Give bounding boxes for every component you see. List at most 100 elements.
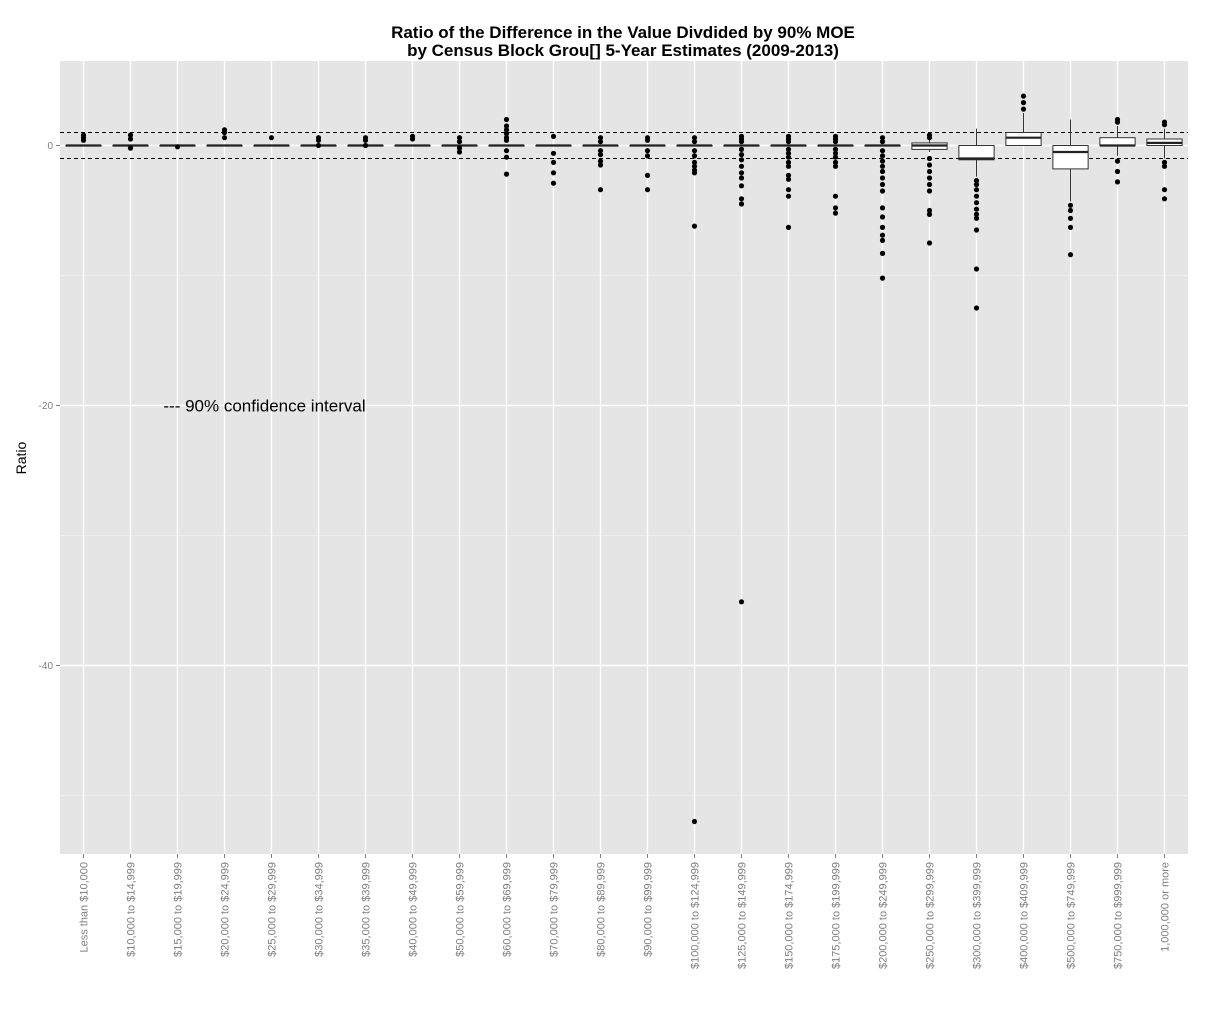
outlier-point (832, 154, 839, 160)
outlier-point (973, 193, 980, 199)
x-tick-label: $30,000 to $34,999 (314, 862, 326, 957)
outlier-point (1161, 187, 1168, 193)
outlier-point (456, 135, 463, 141)
x-tick-label: $200,000 to $249,999 (878, 862, 890, 969)
x-tick-label: 1,000,000 or more (1160, 862, 1172, 952)
outlier-point (691, 135, 698, 141)
outlier-point (738, 146, 745, 152)
x-tick-label: Less than $10,000 (79, 862, 91, 953)
outlier-point (691, 159, 698, 165)
outlier-point (550, 150, 557, 156)
x-tick-label: $15,000 to $19,999 (173, 862, 185, 957)
outlier-point (879, 250, 886, 256)
outlier-point (1067, 215, 1074, 221)
outlier-point (550, 170, 557, 176)
outlier-point (503, 131, 510, 137)
outlier-point (1020, 100, 1027, 106)
outlier-point (550, 159, 557, 165)
x-tick-label: $175,000 to $199,999 (831, 862, 843, 969)
outlier-point (785, 193, 792, 199)
outlier-point (503, 154, 510, 160)
box (347, 135, 384, 149)
outlier-point (315, 142, 322, 149)
outlier-point (879, 163, 886, 169)
outlier-point (738, 599, 745, 605)
outlier-point (785, 224, 792, 230)
outlier-point (503, 148, 510, 154)
outlier-point (785, 163, 792, 169)
outlier-point (644, 172, 651, 178)
outlier-point (503, 116, 510, 123)
outlier-point (691, 818, 698, 825)
outlier-point (973, 178, 980, 184)
outlier-point (738, 196, 745, 202)
outlier-point (832, 210, 839, 216)
y-tick-label: -40 (39, 661, 54, 672)
outlier-point (127, 136, 134, 142)
box-body (1099, 137, 1136, 146)
outlier-point (597, 139, 604, 145)
outlier-point (879, 232, 886, 238)
outlier-point (926, 207, 933, 214)
box-series (65, 93, 1183, 825)
x-tick-label: $60,000 to $69,999 (502, 862, 514, 957)
box (1146, 119, 1183, 202)
outlier-point (550, 180, 557, 186)
outlier-point (738, 157, 745, 163)
chart-title-line1: Ratio of the Difference in the Value Div… (391, 23, 855, 42)
outlier-point (738, 201, 745, 207)
x-tick-label: $400,000 to $409,999 (1019, 862, 1031, 969)
box (65, 132, 102, 147)
outlier-point (738, 163, 745, 169)
outlier-point (456, 139, 463, 145)
outlier-point (1067, 224, 1074, 230)
y-tick-label: -20 (39, 401, 54, 412)
box (770, 133, 807, 230)
outlier-point (597, 158, 604, 164)
box (582, 135, 619, 193)
outlier-point (973, 305, 980, 311)
outlier-point (503, 171, 510, 177)
outlier-point (973, 206, 980, 212)
outlier-point (597, 187, 604, 193)
outlier-point (1067, 207, 1074, 214)
outlier-point (362, 142, 369, 149)
outlier-point (503, 137, 510, 143)
x-tick-label: $125,000 to $149,999 (737, 862, 749, 969)
y-tick-label: 0 (47, 141, 53, 152)
x-tick-label: $750,000 to $999,999 (1113, 862, 1125, 969)
x-tick-label: $150,000 to $174,999 (784, 862, 796, 969)
outlier-point (785, 187, 792, 193)
outlier-point (644, 137, 651, 143)
x-tick-label: $10,000 to $14,999 (126, 862, 138, 957)
outlier-point (926, 135, 933, 141)
box (958, 128, 995, 311)
outlier-point (597, 152, 604, 158)
outlier-point (691, 153, 698, 159)
confidence-interval-annotation: --- 90% confidence interval (163, 397, 365, 416)
outlier-point (785, 139, 792, 145)
outlier-point (691, 170, 698, 176)
outlier-point (832, 146, 839, 152)
outlier-point (926, 240, 933, 246)
outlier-point (456, 149, 463, 155)
outlier-point (879, 135, 886, 141)
outlier-point (691, 148, 698, 154)
box-body (958, 145, 995, 161)
outlier-point (973, 200, 980, 206)
outlier-point (973, 211, 980, 217)
x-tick-label: $40,000 to $49,999 (408, 862, 420, 957)
x-tick-label: $80,000 to $89,999 (596, 862, 608, 957)
x-axis-ticks: Less than $10,000 $10,000 to $14,999 $15,0… (79, 854, 1172, 969)
box (911, 132, 948, 246)
outlier-point (879, 188, 886, 194)
outlier-point (597, 135, 604, 141)
outlier-point (832, 150, 839, 156)
outlier-point (738, 152, 745, 158)
outlier-point (80, 132, 87, 138)
outlier-point (879, 237, 886, 243)
outlier-point (1114, 158, 1121, 164)
y-axis-label: Ratio (13, 441, 29, 474)
outlier-point (926, 155, 933, 162)
